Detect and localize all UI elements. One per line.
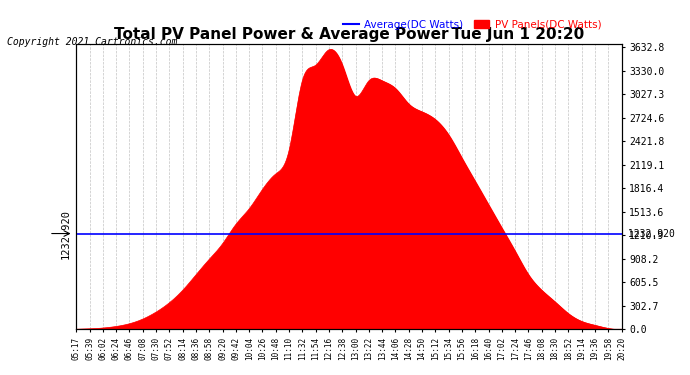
Title: Total PV Panel Power & Average Power Tue Jun 1 20:20: Total PV Panel Power & Average Power Tue… [114, 27, 584, 42]
Text: 1232.920: 1232.920 [622, 228, 675, 238]
Legend: Average(DC Watts), PV Panels(DC Watts): Average(DC Watts), PV Panels(DC Watts) [339, 15, 605, 34]
Text: Copyright 2021 Cartronics.com: Copyright 2021 Cartronics.com [7, 37, 177, 47]
Text: 1232.920: 1232.920 [61, 209, 71, 258]
